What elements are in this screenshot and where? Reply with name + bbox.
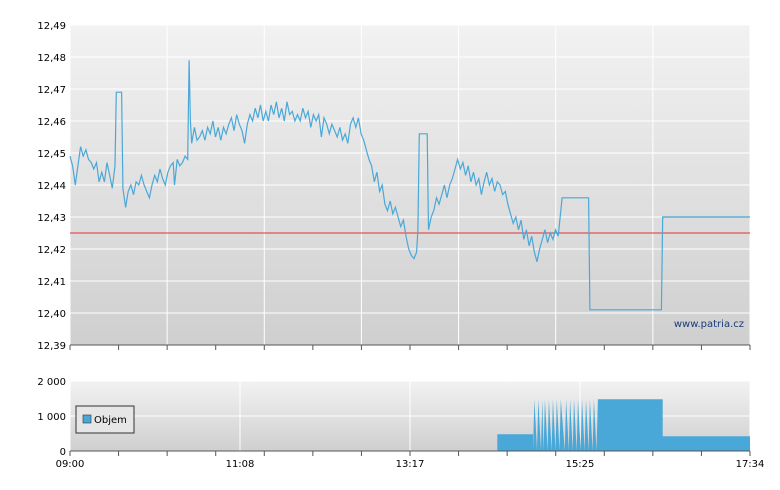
x-tick-label: 15:25	[566, 459, 595, 470]
price-x-tick-marks	[69, 345, 751, 350]
volume-y-tick-label: 1 000	[37, 412, 66, 423]
price-y-tick-label: 12,47	[37, 85, 66, 96]
price-y-tick-label: 12,46	[37, 117, 66, 128]
price-y-tick-label: 12,42	[37, 245, 66, 256]
x-tick-label: 09:00	[56, 459, 85, 470]
price-panel: 12,49 12,48 12,47 12,46 12,45 12,44 12,43 12,42…	[37, 21, 751, 352]
price-y-tick-label: 12,49	[37, 21, 66, 32]
volume-y-axis: 2 000 1 000 0	[37, 377, 66, 458]
volume-panel: 2 000 1 000 0 09:00 11:08 13:17 15:25 17:34 Ob…	[37, 377, 764, 470]
price-y-tick-label: 12,41	[37, 277, 66, 288]
volume-area	[70, 399, 750, 451]
price-y-tick-label: 12,40	[37, 309, 66, 320]
legend-swatch	[82, 414, 92, 424]
volume-y-tick-label: 0	[60, 447, 66, 458]
price-y-tick-label: 12,39	[37, 341, 66, 352]
price-y-axis: 12,49 12,48 12,47 12,46 12,45 12,44 12,43 12,42…	[37, 21, 66, 352]
price-y-tick-label: 12,44	[37, 181, 66, 192]
price-y-tick-label: 12,43	[37, 213, 66, 224]
x-tick-label: 17:34	[736, 459, 765, 470]
price-y-tick-label: 12,45	[37, 149, 66, 160]
watermark: www.patria.cz	[674, 319, 744, 330]
price-y-tick-label: 12,48	[37, 53, 66, 64]
x-tick-label: 11:08	[226, 459, 255, 470]
price-series-line	[69, 60, 750, 311]
volume-y-tick-label: 2 000	[37, 377, 66, 388]
volume-x-axis: 09:00 11:08 13:17 15:25 17:34	[56, 451, 765, 470]
x-tick-label: 13:17	[396, 459, 425, 470]
legend-label: Objem	[94, 415, 127, 426]
volume-legend: Objem	[75, 405, 135, 434]
